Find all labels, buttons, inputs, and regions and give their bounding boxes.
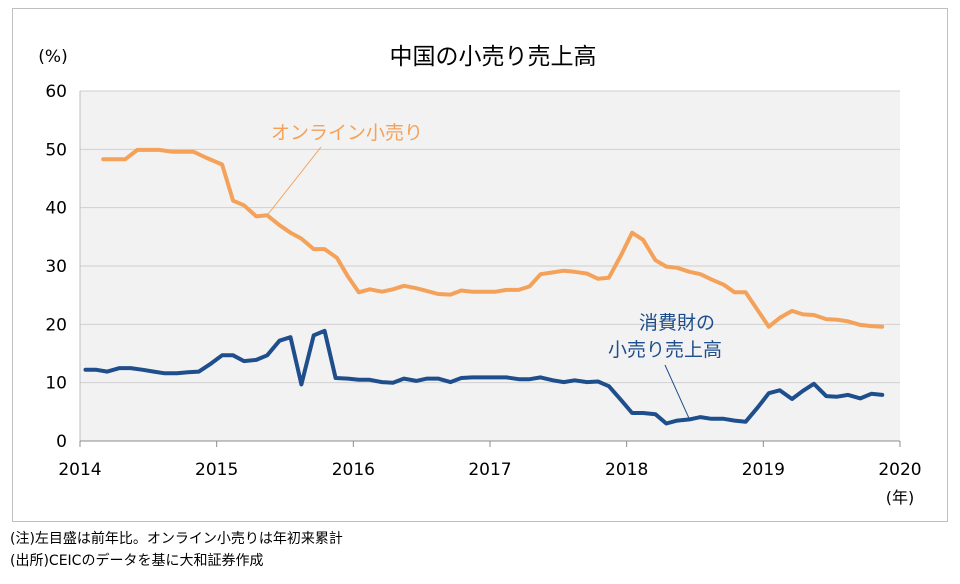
chart-frame: 0 10 20 30 40 50 60 2014 2015 2016 2017 2018 2019 202…: [12, 8, 948, 522]
online-retail-leader-line: [266, 146, 322, 216]
line-chart: 0 10 20 30 40 50 60 2014 2015 2016 2017 2018 2019 202…: [38, 44, 921, 507]
y-tick-label: 60: [45, 82, 67, 102]
y-tick-label: 50: [45, 140, 67, 160]
consumer-goods-annotation-line1: 消費財の: [639, 312, 715, 334]
x-tick-label: 2014: [58, 460, 101, 480]
consumer-goods-leader-line: [664, 364, 690, 420]
x-tick-label: 2020: [878, 460, 921, 480]
x-tick-label: 2019: [742, 460, 785, 480]
x-tick-label: 2018: [605, 460, 648, 480]
consumer-goods-annotation-line2: 小売り売上高: [608, 339, 722, 361]
footnote-note: (注)左目盛は前年比。オンライン小売りは年初来累計: [10, 531, 343, 547]
y-tick-label: 20: [45, 315, 67, 335]
online-retail-line: [101, 147, 885, 329]
consumer-goods-retail-line: [83, 328, 885, 426]
chart-title: 中国の小売り売上高: [390, 44, 597, 70]
x-tick-label: 2015: [195, 460, 238, 480]
y-tick-label: 30: [45, 257, 67, 277]
y-tick-label: 40: [45, 199, 67, 219]
x-tick-label: 2016: [332, 460, 375, 480]
y-axis-unit-label: (%): [38, 47, 67, 67]
x-tick-label: 2017: [468, 460, 511, 480]
footnote-source: (出所)CEICのデータを基に大和証券作成: [10, 553, 264, 569]
y-tick-label: 10: [45, 374, 67, 394]
y-tick-label: 0: [56, 432, 67, 452]
x-axis-unit-label: (年): [886, 488, 915, 507]
online-retail-annotation: オンライン小売り: [271, 122, 423, 144]
